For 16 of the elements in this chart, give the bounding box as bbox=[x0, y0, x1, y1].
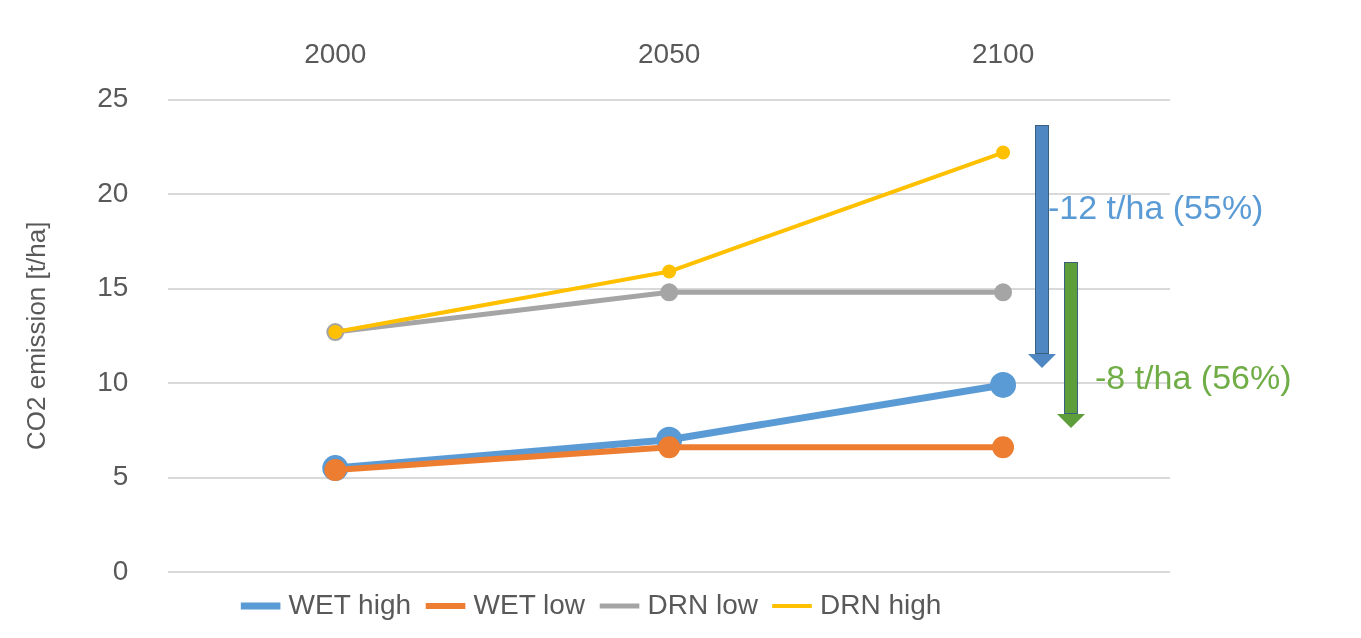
legend-label: WET low bbox=[473, 588, 586, 620]
y-tick-label: 25 bbox=[97, 82, 129, 114]
y-tick-label: 15 bbox=[97, 271, 129, 303]
y-axis-title: CO2 emission [t/ha] bbox=[20, 221, 51, 450]
y-tick-label: 10 bbox=[97, 365, 129, 397]
legend-label: DRN high bbox=[820, 588, 942, 620]
y-tick-label: 5 bbox=[112, 460, 129, 492]
x-tick-label: 2100 bbox=[971, 37, 1035, 69]
y-tick-label: 0 bbox=[112, 554, 129, 586]
x-tick-label: 2050 bbox=[638, 37, 701, 69]
x-tick-label: 2000 bbox=[304, 37, 367, 69]
annotation: -12 t/ha (55%) bbox=[1048, 188, 1264, 227]
y-tick-label: 20 bbox=[97, 176, 129, 208]
annotation: -8 t/ha (56%) bbox=[1095, 358, 1292, 397]
legend-label: WET high bbox=[288, 588, 412, 620]
legend-label: DRN low bbox=[647, 588, 759, 620]
